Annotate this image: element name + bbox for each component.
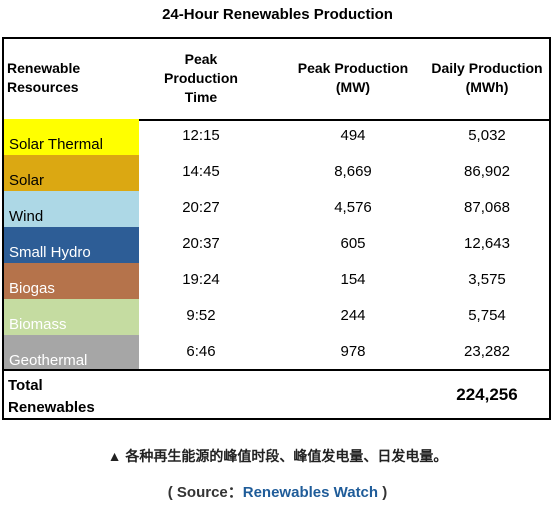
resource-name: Small Hydro [9, 244, 91, 261]
table-row: Wind 20:27 4,576 87,068 [4, 191, 549, 227]
source-prefix: ( Source： [167, 484, 243, 501]
peak-mw-cell: 154 [340, 271, 366, 288]
resource-name: Solar [9, 172, 45, 189]
daily-mwh-cell: 3,575 [468, 271, 506, 288]
table-row: Solar 14:45 8,669 86,902 [4, 155, 549, 191]
renewables-table: Renewable Resources Peak Production Time… [2, 37, 551, 420]
total-daily-value: 224,256 [456, 385, 518, 404]
peak-time-cell: 12:15 [182, 127, 220, 144]
resource-color-swatch: Geothermal [4, 335, 139, 371]
header-daily-mwh: Daily Production (MWh) [431, 60, 543, 95]
daily-mwh-cell: 23,282 [464, 343, 510, 360]
resource-color-swatch: Solar [4, 155, 139, 191]
table-row: Biogas 19:24 154 3,575 [4, 263, 549, 299]
resource-name: Biomass [9, 316, 67, 333]
resource-name: Biogas [9, 280, 55, 297]
resource-name: Geothermal [9, 352, 88, 369]
daily-mwh-cell: 5,754 [468, 307, 506, 324]
peak-time-cell: 9:52 [186, 307, 216, 324]
peak-time-cell: 20:27 [182, 199, 220, 216]
daily-mwh-cell: 12,643 [464, 235, 510, 252]
table-row: Biomass 9:52 244 5,754 [4, 299, 549, 335]
source-line: ( Source：Renewables Watch ) [0, 481, 555, 502]
table-row: Geothermal 6:46 978 23,282 [4, 335, 549, 371]
peak-mw-cell: 978 [340, 343, 366, 360]
source-suffix: ) [378, 484, 388, 501]
table-row: Small Hydro 20:37 605 12,643 [4, 227, 549, 263]
resource-color-swatch: Biogas [4, 263, 139, 299]
daily-mwh-cell: 87,068 [464, 199, 510, 216]
resource-color-swatch: Biomass [4, 299, 139, 335]
resource-color-swatch: Solar Thermal [4, 119, 139, 155]
source-link[interactable]: Renewables Watch [242, 484, 379, 501]
daily-mwh-cell: 5,032 [468, 127, 506, 144]
resource-color-swatch: Small Hydro [4, 227, 139, 263]
resource-name: Wind [9, 208, 44, 225]
peak-mw-cell: 4,576 [334, 199, 372, 216]
header-resources: Renewable Resources [7, 60, 81, 95]
total-label: Total Renewables [8, 377, 95, 416]
peak-time-cell: 20:37 [182, 235, 220, 252]
total-row: Total Renewables 224,256 [4, 369, 549, 420]
resource-name: Solar Thermal [9, 136, 103, 153]
peak-mw-cell: 605 [340, 235, 366, 252]
peak-time-cell: 14:45 [182, 163, 220, 180]
peak-mw-cell: 8,669 [334, 163, 372, 180]
table-row: Solar Thermal 12:15 494 5,032 [4, 119, 549, 155]
daily-mwh-cell: 86,902 [464, 163, 510, 180]
peak-time-cell: 6:46 [186, 343, 216, 360]
header-peak-mw: Peak Production (MW) [297, 60, 409, 95]
resource-color-swatch: Wind [4, 191, 139, 227]
figure-caption: ▲ 各种再生能源的峰值时段、峰值发电量、日发电量。 [107, 448, 448, 464]
table-title: 24-Hour Renewables Production [162, 6, 393, 23]
header-peak-time: Peak Production Time [164, 51, 238, 105]
peak-mw-cell: 494 [340, 127, 366, 144]
peak-time-cell: 19:24 [182, 271, 220, 288]
table-header: Renewable Resources Peak Production Time… [4, 39, 549, 121]
peak-mw-cell: 244 [340, 307, 366, 324]
